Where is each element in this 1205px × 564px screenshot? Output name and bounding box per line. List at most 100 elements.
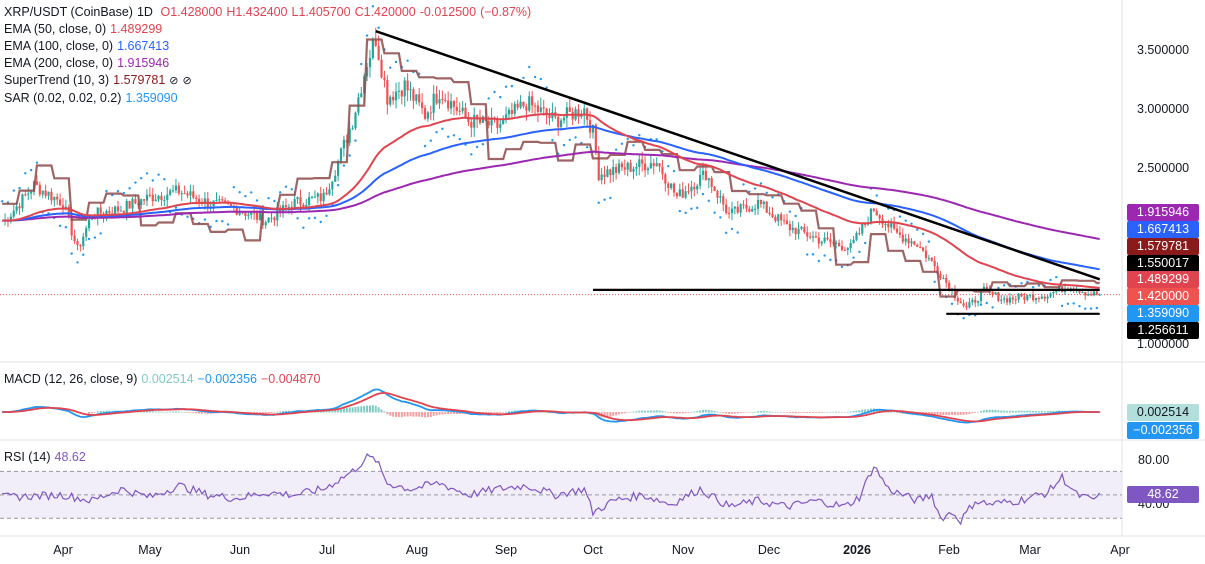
candle-body bbox=[114, 206, 117, 215]
price-tick: 3.500000 bbox=[1137, 43, 1190, 57]
macd-histogram-bar bbox=[855, 410, 858, 413]
candle-body bbox=[690, 186, 693, 192]
sar-dot bbox=[475, 145, 479, 149]
candle-body bbox=[829, 239, 832, 243]
macd-histogram-bar bbox=[722, 412, 725, 413]
sar-dot bbox=[342, 164, 346, 167]
sar-dot bbox=[632, 144, 635, 147]
close-value: 1.420000 bbox=[363, 5, 416, 19]
indicator-row-supertrend[interactable]: SuperTrend (10, 3) 1.579781 ⊘ ⊘ bbox=[4, 72, 539, 90]
macd-histogram-bar bbox=[716, 411, 719, 413]
candle-body bbox=[1008, 297, 1012, 303]
macd-histogram-bar bbox=[800, 412, 803, 413]
candle-body bbox=[762, 201, 765, 205]
candle-body bbox=[924, 250, 928, 259]
hidden-eye-icon[interactable]: ⊘ bbox=[169, 75, 179, 87]
candle-body bbox=[748, 208, 751, 212]
macd-histogram-bar bbox=[618, 412, 621, 415]
sar-dot bbox=[1049, 278, 1052, 282]
candle-body bbox=[817, 237, 820, 244]
candle-body bbox=[163, 200, 166, 202]
sar-dot bbox=[927, 240, 931, 243]
macd-histogram-bar bbox=[363, 405, 366, 413]
candle-body bbox=[371, 40, 374, 59]
sar-dot bbox=[545, 86, 548, 89]
macd-histogram-bar bbox=[997, 410, 1000, 413]
macd-histogram-bar bbox=[890, 411, 893, 413]
macd-histogram-bar bbox=[1032, 410, 1035, 413]
sar-dot bbox=[0, 200, 4, 203]
sar-dot bbox=[719, 216, 722, 219]
macd-histogram-bar bbox=[180, 411, 183, 413]
macd-histogram-bar bbox=[1003, 410, 1006, 413]
price-tick: 2.500000 bbox=[1137, 161, 1190, 175]
macd-histogram-bar bbox=[400, 412, 403, 418]
macd-histogram-bar bbox=[982, 410, 985, 413]
candle-body bbox=[1000, 299, 1003, 301]
candle-body bbox=[403, 80, 406, 97]
candle-body bbox=[400, 90, 403, 97]
candle-body bbox=[35, 181, 39, 185]
sar-dot bbox=[116, 189, 120, 193]
candle-body bbox=[583, 108, 586, 116]
candle-body bbox=[991, 291, 994, 295]
candle-body bbox=[383, 77, 386, 80]
candle-body bbox=[377, 45, 380, 60]
sar-dot bbox=[487, 97, 490, 100]
rsi-legend[interactable]: RSI (14) 48.62 bbox=[4, 449, 90, 466]
sar-dot bbox=[273, 199, 276, 203]
indicator-row-ema50[interactable]: EMA (50, close, 0) 1.489299 bbox=[4, 21, 539, 38]
candle-body bbox=[473, 114, 476, 128]
candle-body bbox=[782, 220, 786, 222]
macd-histogram-bar bbox=[667, 412, 670, 413]
candle-body bbox=[942, 277, 945, 279]
sar-dot bbox=[1060, 304, 1064, 308]
macd-histogram-bar bbox=[435, 412, 438, 416]
candle-body bbox=[339, 148, 343, 162]
candle-body bbox=[794, 227, 797, 235]
timeframe-label: 1D bbox=[136, 5, 153, 19]
candle-body bbox=[800, 226, 803, 229]
sar-dot bbox=[139, 176, 143, 180]
macd-histogram-bar bbox=[337, 409, 340, 413]
candle-body bbox=[846, 248, 849, 251]
macd-histogram-bar bbox=[192, 412, 195, 414]
macd-histogram-bar bbox=[360, 406, 363, 413]
candle-body bbox=[898, 232, 902, 235]
indicator-row-ema200[interactable]: EMA (200, close, 0) 1.915946 bbox=[4, 55, 539, 72]
candle-body bbox=[568, 107, 571, 112]
candle-body bbox=[302, 204, 305, 208]
candle-body bbox=[638, 159, 641, 168]
candle-body bbox=[189, 191, 192, 196]
indicator-row-ema100[interactable]: EMA (100, close, 0) 1.667413 bbox=[4, 38, 539, 55]
candle-body bbox=[577, 109, 580, 117]
macd-histogram-bar bbox=[644, 410, 647, 413]
macd-histogram-bar bbox=[806, 412, 809, 413]
candle-body bbox=[1034, 297, 1038, 301]
macd-histogram-bar bbox=[507, 411, 510, 413]
candle-body bbox=[1098, 294, 1101, 296]
hidden-eye-icon[interactable]: ⊘ bbox=[182, 75, 192, 87]
macd-histogram-bar bbox=[930, 412, 933, 415]
macd-histogram-bar bbox=[322, 411, 325, 413]
macd-tag-histogram: 0.002514 bbox=[1127, 404, 1199, 421]
macd-histogram-bar bbox=[270, 412, 273, 413]
candle-body bbox=[461, 107, 464, 112]
price-tag-ema50: 1.489299 bbox=[1127, 271, 1199, 288]
candle-body bbox=[316, 193, 319, 197]
candle-body bbox=[791, 227, 794, 231]
macd-histogram-bar bbox=[1035, 410, 1038, 413]
candle-body bbox=[997, 292, 1000, 301]
macd-histogram-bar bbox=[704, 409, 707, 413]
macd-histogram-bar bbox=[609, 412, 612, 417]
macd-histogram-bar bbox=[206, 412, 209, 414]
candle-body bbox=[406, 80, 409, 91]
candle-body bbox=[380, 59, 383, 78]
candle-body bbox=[308, 197, 311, 206]
candle-body bbox=[76, 241, 79, 246]
candle-body bbox=[664, 174, 667, 184]
macd-legend[interactable]: MACD (12, 26, close, 9) 0.002514 −0.002356… bbox=[4, 371, 324, 388]
indicator-row-sar[interactable]: SAR (0.02, 0.02, 0.2) 1.359090 bbox=[4, 90, 539, 107]
macd-histogram-bar bbox=[994, 409, 997, 413]
